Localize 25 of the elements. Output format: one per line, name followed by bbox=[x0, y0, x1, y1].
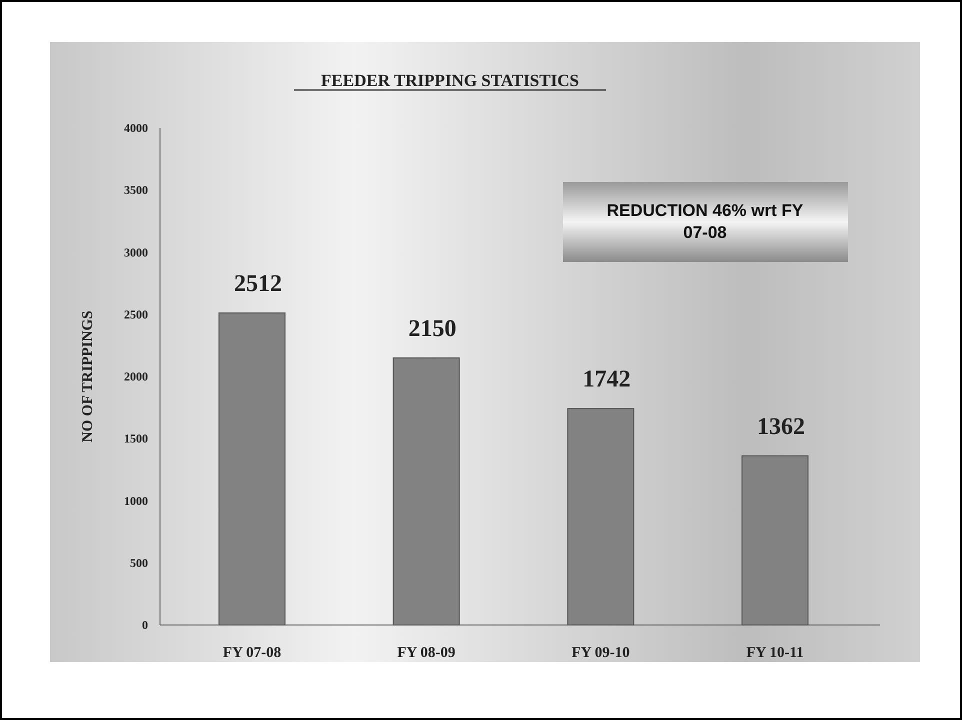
bar bbox=[218, 312, 286, 626]
x-tick-label: FY 08-09 bbox=[397, 645, 456, 661]
y-tick-label: 1500 bbox=[124, 432, 148, 446]
data-label: 2150 bbox=[408, 316, 456, 342]
y-tick-label: 2000 bbox=[124, 370, 148, 384]
y-tick-label: 3000 bbox=[124, 245, 148, 260]
note-box: REDUCTION 46% wrt FY 07-08 bbox=[563, 182, 848, 262]
y-tick-label: 4000 bbox=[124, 121, 148, 135]
y-tick-label: 0 bbox=[142, 618, 148, 632]
bar bbox=[742, 455, 808, 626]
chart-title: FEEDER TRIPPING STATISTICS bbox=[321, 71, 579, 90]
bar bbox=[567, 408, 634, 626]
x-tick-label: FY 10-11 bbox=[746, 645, 804, 661]
data-label: 1362 bbox=[757, 414, 805, 440]
y-axis-title: NO OF TRIPPINGS bbox=[80, 310, 96, 442]
x-tick-label: FY 09-10 bbox=[572, 645, 630, 661]
bar bbox=[392, 357, 460, 626]
y-tick-label: 1000 bbox=[124, 494, 148, 508]
data-label: 2512 bbox=[234, 270, 282, 297]
y-tick-label: 3500 bbox=[124, 183, 148, 198]
annotation: REDUCTION 46% wrt FY 07-08 bbox=[606, 201, 804, 242]
y-tick-label: 500 bbox=[130, 556, 148, 570]
data-label: 1742 bbox=[582, 366, 631, 393]
x-tick-label: FY 07-08 bbox=[222, 645, 282, 661]
y-tick-label: 2500 bbox=[124, 307, 148, 322]
